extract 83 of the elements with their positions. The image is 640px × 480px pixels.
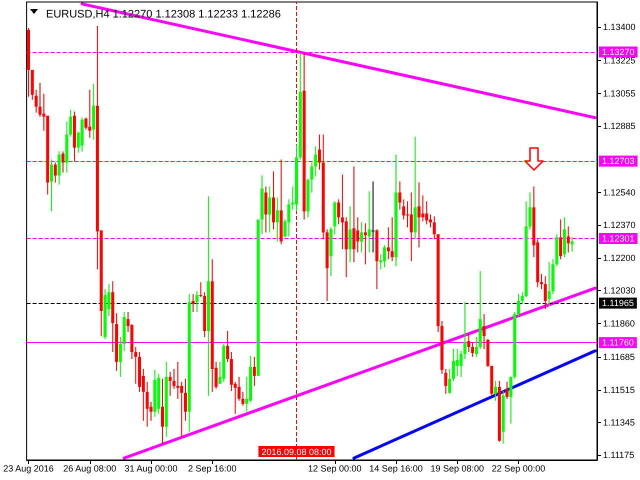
candlestick	[192, 294, 195, 313]
y-tick-label: 1.13055	[603, 88, 636, 98]
ref-line-label: 1.11965	[602, 298, 634, 308]
candlestick	[176, 361, 180, 400]
candlestick	[184, 378, 187, 422]
candlestick	[252, 356, 256, 386]
x-tick-label: 23 Aug 2016	[3, 464, 54, 474]
candlestick	[428, 214, 432, 228]
y-tick-label: 1.12200	[603, 252, 636, 263]
x-tick-label: 14 Sep 16:00	[369, 464, 423, 474]
candlestick	[548, 262, 551, 307]
y-tick-label: 1.11685	[603, 352, 635, 362]
candlestick	[268, 186, 272, 233]
candlestick	[390, 216, 394, 262]
candlestick	[348, 206, 352, 263]
candlestick	[195, 290, 198, 313]
candlestick	[172, 368, 176, 390]
candlestick	[482, 314, 486, 350]
candlestick	[368, 191, 371, 253]
candlestick	[463, 302, 466, 360]
candlestick	[421, 194, 424, 222]
x-tick-label: 19 Sep 08:00	[430, 464, 484, 474]
candlestick	[50, 159, 53, 212]
candlestick	[58, 151, 61, 185]
ref-line-label: 1.12703	[602, 156, 635, 166]
candlestick	[352, 166, 356, 263]
candlestick	[54, 162, 57, 184]
candlestick	[544, 276, 547, 310]
candlestick	[356, 216, 360, 253]
candlestick	[372, 181, 375, 253]
candlestick	[559, 218, 562, 260]
candlestick	[92, 83, 96, 140]
y-tick-label: 1.13400	[603, 22, 636, 32]
x-tick-label: 2 Sep 16:00	[188, 464, 237, 474]
candlestick	[494, 380, 498, 402]
candlestick	[337, 198, 340, 225]
candlestick	[456, 348, 459, 376]
y-tick-label: 1.11345	[603, 417, 635, 428]
candlestick	[570, 236, 574, 252]
candlestick	[528, 192, 532, 230]
candlestick	[460, 350, 463, 378]
candlestick	[506, 381, 509, 400]
y-tick-label: 1.12540	[603, 188, 636, 198]
candlestick	[88, 89, 92, 138]
candlestick	[383, 244, 386, 268]
y-tick-label: 1.12885	[603, 121, 636, 132]
candlestick	[238, 376, 241, 402]
ref-line-label: 1.12301	[602, 234, 635, 244]
candlestick	[448, 368, 452, 394]
candlestick	[452, 348, 455, 382]
x-tick-label: 26 Aug 08:00	[63, 464, 116, 474]
y-tick-label: 1.11860	[603, 318, 635, 328]
candlestick	[241, 391, 244, 406]
candlestick	[84, 117, 88, 130]
candlestick	[161, 378, 164, 444]
y-tick-label: 1.11515	[603, 384, 635, 395]
candlestick	[264, 186, 268, 233]
candlestick	[38, 82, 42, 118]
x-tick-label: 31 Aug 00:00	[124, 464, 178, 474]
x-tick-label: 2016.09.08 08:00	[261, 447, 332, 457]
ref-line-label: 1.11760	[602, 338, 634, 348]
candlestick	[168, 371, 172, 396]
y-tick-label: 1.13225	[603, 56, 636, 66]
candlestick	[61, 151, 64, 173]
y-tick-label: 1.12370	[603, 220, 636, 230]
ref-line-label: 1.13270	[602, 47, 635, 58]
candlestick	[340, 174, 344, 250]
y-tick-label: 1.12030	[603, 286, 636, 296]
candlestick	[410, 192, 413, 262]
candlestick	[540, 274, 543, 290]
x-tick-label: 12 Sep 00:00	[308, 464, 362, 474]
x-tick-label: 22 Sep 00:00	[492, 464, 546, 474]
candlestick	[566, 226, 570, 253]
candlestick	[318, 134, 321, 170]
candlestick	[444, 368, 448, 394]
candlestick	[226, 330, 230, 362]
candlestick	[467, 333, 470, 353]
candlestick	[517, 294, 520, 317]
candlestick	[360, 222, 364, 253]
y-tick-label: 1.11175	[603, 450, 634, 460]
candlestick	[276, 197, 279, 242]
candlestick	[417, 182, 420, 248]
candlestick	[333, 200, 336, 235]
